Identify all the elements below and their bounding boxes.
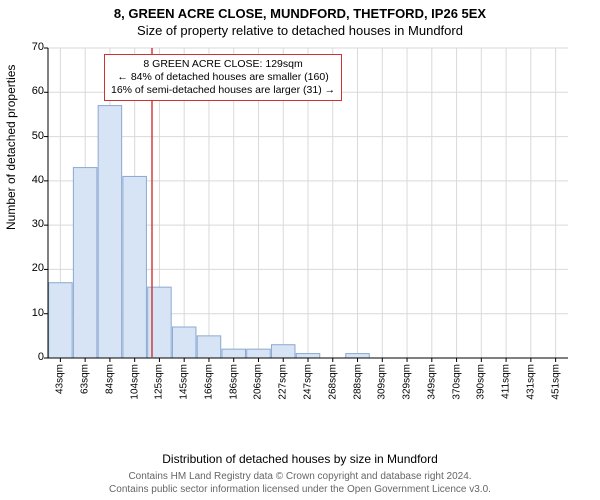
footer-line1: Contains HM Land Registry data © Crown c… <box>0 471 600 484</box>
x-tick: 43sqm <box>55 364 66 394</box>
y-tick: 60 <box>18 85 44 97</box>
title-sub: Size of property relative to detached ho… <box>0 21 600 38</box>
x-tick: 451sqm <box>550 364 561 400</box>
x-tick: 125sqm <box>154 364 165 400</box>
x-tick: 309sqm <box>377 364 388 400</box>
x-tick: 145sqm <box>179 364 190 400</box>
y-tick: 0 <box>18 351 44 363</box>
x-tick: 84sqm <box>104 364 115 394</box>
x-tick: 63sqm <box>80 364 91 394</box>
x-tick: 186sqm <box>228 364 239 400</box>
x-tick: 329sqm <box>402 364 413 400</box>
x-tick: 104sqm <box>129 364 140 400</box>
plot-area: 43sqm 63sqm 84sqm 104sqm 125sqm 145sqm 166sqm 1… <box>48 48 568 410</box>
x-axis-label: Distribution of detached houses by size … <box>0 452 600 466</box>
y-tick: 50 <box>18 130 44 142</box>
x-tick: 247sqm <box>303 364 314 400</box>
x-tick: 206sqm <box>253 364 264 400</box>
x-tick: 349sqm <box>426 364 437 400</box>
footer-attribution: Contains HM Land Registry data © Crown c… <box>0 471 600 496</box>
y-tick: 10 <box>18 307 44 319</box>
y-tick: 70 <box>18 41 44 53</box>
annotation-line: ← 84% of detached houses are smaller (16… <box>111 71 335 84</box>
x-tick: 227sqm <box>278 364 289 400</box>
x-tick: 370sqm <box>451 364 462 400</box>
annotation-line: 8 GREEN ACRE CLOSE: 129sqm <box>111 58 335 71</box>
x-tick: 166sqm <box>203 364 214 400</box>
x-tick: 411sqm <box>501 364 512 399</box>
y-axis-label: Number of detached properties <box>4 65 18 230</box>
title-main: 8, GREEN ACRE CLOSE, MUNDFORD, THETFORD,… <box>0 0 600 21</box>
x-tick: 431sqm <box>525 364 536 400</box>
annotation-box: 8 GREEN ACRE CLOSE: 129sqm← 84% of detac… <box>104 54 342 101</box>
annotation-line: 16% of semi-detached houses are larger (… <box>111 84 335 97</box>
x-tick: 288sqm <box>352 364 363 400</box>
footer-line2: Contains public sector information licen… <box>0 484 600 497</box>
y-tick-labels: 010203040506070 <box>18 48 44 358</box>
x-tick: 268sqm <box>327 364 338 400</box>
y-tick: 20 <box>18 262 44 274</box>
y-tick: 40 <box>18 174 44 186</box>
x-tick: 390sqm <box>476 364 487 400</box>
y-tick: 30 <box>18 218 44 230</box>
